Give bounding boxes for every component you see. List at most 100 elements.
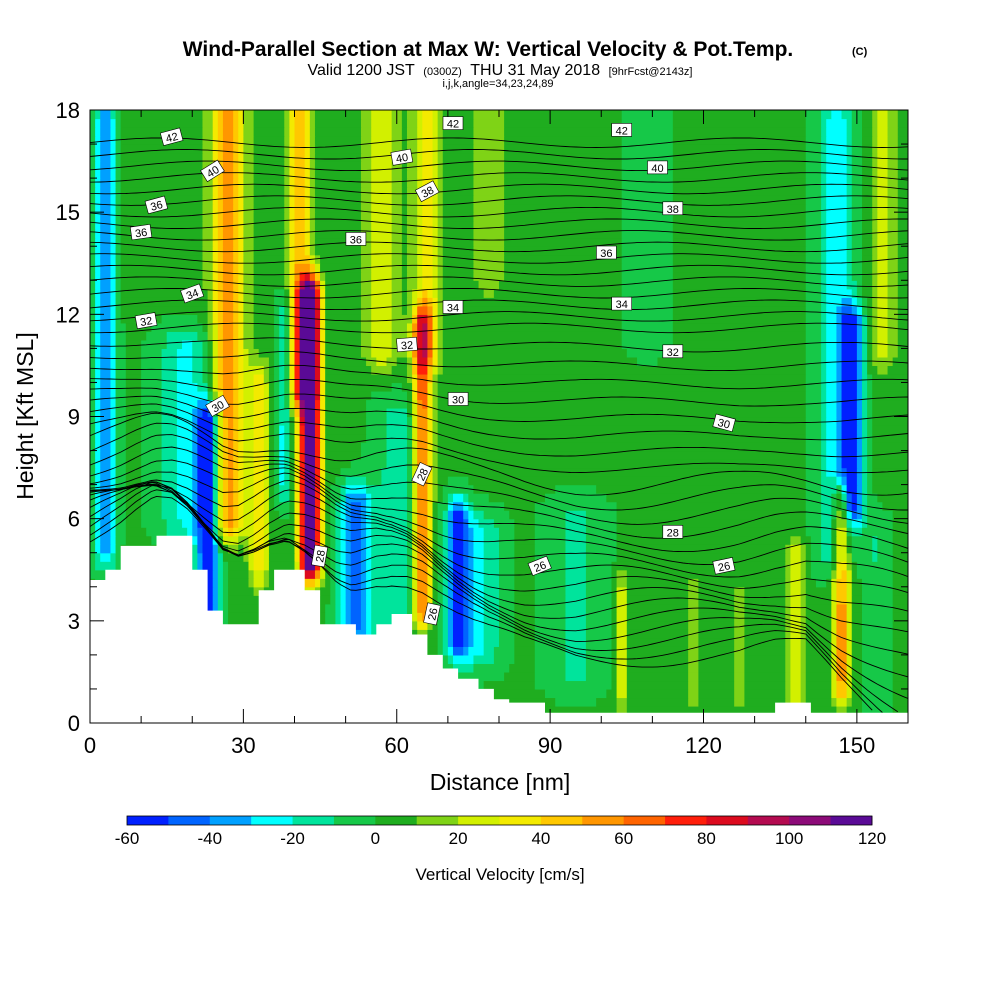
- velocity-cell: [289, 254, 296, 264]
- velocity-cell: [100, 305, 112, 315]
- velocity-cell: [335, 552, 342, 562]
- velocity-cell: [401, 110, 408, 120]
- velocity-cell: [621, 127, 674, 137]
- velocity-cell: [360, 297, 372, 307]
- velocity-cell: [452, 535, 464, 545]
- velocity-cell: [202, 220, 214, 230]
- velocity-cell: [611, 595, 618, 605]
- velocity-cell: [274, 288, 285, 298]
- velocity-cell: [115, 442, 127, 452]
- contour-label-text: 36: [600, 248, 612, 260]
- velocity-cell: [115, 280, 122, 290]
- velocity-cell: [325, 288, 362, 298]
- velocity-cell: [284, 246, 290, 256]
- velocity-cell: [360, 169, 372, 179]
- velocity-cell: [217, 280, 224, 290]
- velocity-cell: [391, 305, 403, 315]
- velocity-cell: [360, 339, 372, 349]
- velocity-cell: [887, 220, 899, 230]
- velocity-cell: [212, 578, 219, 588]
- velocity-cell: [867, 382, 873, 392]
- velocity-cell: [427, 476, 434, 486]
- velocity-cell: [514, 620, 536, 630]
- velocity-cell: [325, 510, 331, 520]
- velocity-cell: [442, 552, 449, 562]
- velocity-cell: [263, 450, 270, 460]
- velocity-cell: [406, 603, 413, 613]
- velocity-cell: [253, 118, 285, 128]
- velocity-cell: [672, 237, 807, 247]
- velocity-cell: [473, 629, 485, 639]
- velocity-cell: [417, 382, 429, 392]
- velocity-cell: [672, 110, 807, 120]
- velocity-cell: [294, 442, 301, 452]
- velocity-cell: [841, 322, 858, 332]
- velocity-cell: [340, 552, 347, 562]
- velocity-cell: [412, 459, 418, 469]
- velocity-cell: [360, 212, 372, 222]
- velocity-cell: [253, 484, 265, 494]
- velocity-cell: [672, 280, 807, 290]
- velocity-cell: [299, 450, 306, 460]
- velocity-cell: [447, 620, 454, 630]
- velocity-cell: [95, 442, 101, 452]
- velocity-cell: [473, 544, 485, 554]
- velocity-cell: [463, 603, 469, 613]
- velocity-cell: [432, 407, 439, 418]
- velocity-cell: [427, 305, 434, 315]
- velocity-cell: [202, 212, 214, 222]
- velocity-cell: [314, 254, 321, 264]
- velocity-cell: [851, 254, 863, 264]
- velocity-cell: [115, 178, 122, 188]
- velocity-cell: [616, 552, 786, 562]
- velocity-cell: [233, 467, 239, 477]
- velocity-cell: [432, 552, 439, 562]
- velocity-cell: [309, 280, 316, 290]
- velocity-cell: [892, 680, 908, 690]
- velocity-cell: [238, 373, 244, 384]
- colorbar-swatch: [789, 816, 832, 825]
- velocity-cell: [197, 407, 204, 418]
- contour-label: 30: [712, 413, 736, 433]
- velocity-cell: [110, 186, 117, 196]
- velocity-cell: [851, 263, 863, 273]
- velocity-cell: [161, 459, 178, 469]
- velocity-cell: [115, 407, 127, 418]
- velocity-cell: [212, 271, 219, 281]
- velocity-cell: [432, 229, 439, 239]
- velocity-cell: [805, 348, 822, 358]
- velocity-cell: [294, 305, 301, 315]
- theta-contour: [90, 195, 908, 206]
- velocity-cell: [360, 450, 388, 460]
- velocity-cell: [442, 229, 475, 239]
- velocity-cell: [417, 629, 429, 639]
- theta-contour: [90, 218, 908, 229]
- velocity-cell: [95, 118, 101, 128]
- velocity-cell: [861, 373, 868, 384]
- velocity-cell: [212, 280, 219, 290]
- velocity-cell: [110, 237, 117, 247]
- velocity-cell: [345, 629, 367, 639]
- contour-label-text: 34: [447, 303, 459, 315]
- velocity-cell: [897, 237, 908, 247]
- velocity-cell: [253, 442, 265, 452]
- velocity-cell: [100, 416, 112, 426]
- velocity-cell: [897, 339, 908, 349]
- velocity-cell: [294, 144, 306, 154]
- velocity-cell: [217, 263, 224, 273]
- velocity-cell: [468, 586, 475, 596]
- velocity-cell: [238, 450, 244, 460]
- velocity-cell: [222, 186, 234, 196]
- velocity-cell: [202, 110, 214, 120]
- velocity-cell: [212, 356, 219, 367]
- velocity-cell: [222, 527, 229, 537]
- velocity-cell: [877, 237, 889, 247]
- velocity-cell: [841, 476, 848, 486]
- velocity-cell: [238, 331, 244, 341]
- velocity-cell: [412, 331, 418, 341]
- velocity-cell: [805, 390, 822, 401]
- velocity-cell: [294, 118, 306, 128]
- velocity-cell: [841, 110, 853, 120]
- velocity-cell: [821, 220, 827, 230]
- velocity-cell: [514, 629, 536, 639]
